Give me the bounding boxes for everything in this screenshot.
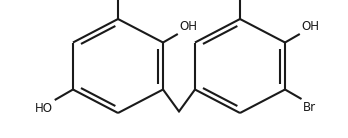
Text: OH: OH <box>301 21 319 34</box>
Text: OH: OH <box>179 21 197 34</box>
Text: HO: HO <box>35 102 53 115</box>
Text: Br: Br <box>303 100 316 113</box>
